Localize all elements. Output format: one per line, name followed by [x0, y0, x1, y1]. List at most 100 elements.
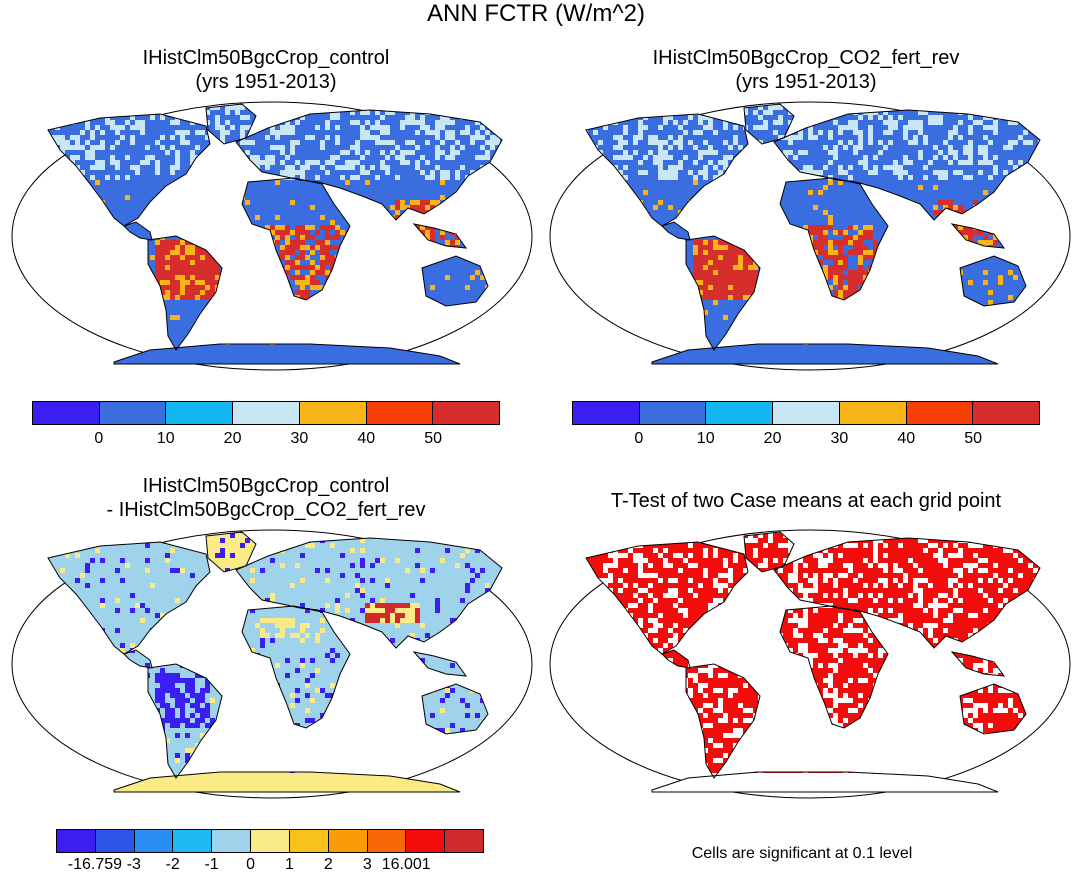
colorbar-diff-tick-label: 1 — [285, 856, 294, 873]
map-diff-land-eurasia — [236, 538, 502, 648]
map-co2-land-australia — [960, 256, 1026, 306]
map-diff-land-greenland — [206, 532, 256, 572]
map-co2-coastline-namerica — [585, 113, 749, 227]
colorbar-control-swatch — [299, 402, 367, 424]
map-diff-coastline-seasia — [412, 651, 468, 677]
colorbar-control-tick-label: 50 — [424, 430, 443, 447]
panel-title-control-line1: IHistClm50BgcCrop_control — [142, 47, 390, 69]
panel-title-diff-line2: - IHistClm50BgcCrop_CO2_fert_rev — [106, 499, 426, 521]
colorbar-co2-swatch — [706, 402, 774, 424]
map-diff-coastline-australia — [421, 683, 489, 735]
colorbar-diff — [56, 829, 484, 853]
colorbar-control-swatch — [166, 402, 234, 424]
map-co2-coastline-africa — [779, 177, 889, 301]
colorbar-diff-tick-label: -2 — [165, 856, 180, 873]
panel-title-diff: IHistClm50BgcCrop_control - IHistClm50Bg… — [36, 474, 496, 522]
map-diff-coastline-samerica — [147, 663, 223, 779]
colorbar-control — [32, 401, 500, 425]
significance-note: Cells are significant at 0.1 level — [691, 845, 913, 862]
panel-title-ttest: T-Test of two Case means at each grid po… — [546, 489, 1066, 513]
panel-title-ttest-line1: T-Test of two Case means at each grid po… — [610, 490, 1002, 512]
map-control-land-camerica — [124, 222, 152, 240]
map-ttest-coastline-eurasia — [773, 537, 1041, 649]
map-co2-land-camerica — [662, 222, 690, 240]
colorbar-co2-tick-label: 50 — [964, 430, 983, 447]
colorbar-co2-swatch — [906, 402, 974, 424]
map-ttest-coastline-africa — [779, 605, 889, 729]
map-diff-coastline-camerica — [123, 649, 153, 669]
colorbar-co2-swatch — [973, 402, 1040, 424]
map-ttest-coastline-antarctica — [651, 771, 999, 793]
panel-title-co2-line2: (yrs 1951-2013) — [735, 71, 877, 93]
colorbar-diff-tick-label: 3 — [362, 856, 372, 873]
map-control-coastline-camerica — [123, 221, 153, 241]
colorbar-co2-tick-label: 20 — [763, 430, 782, 447]
colorbar-co2-tick-label: 30 — [830, 430, 849, 447]
map-control-coastline-samerica — [147, 235, 223, 351]
colorbar-control-swatch — [433, 402, 500, 424]
map-ttest-coastline-camerica — [661, 649, 691, 669]
main-title: ANN FCTR (W/m^2) — [427, 0, 645, 27]
colorbar-diff-tick-label: -1 — [204, 856, 219, 873]
colorbar-diff-swatch — [367, 830, 407, 852]
panel-title-co2: IHistClm50BgcCrop_CO2_fert_rev (yrs 1951… — [576, 46, 1036, 94]
colorbar-co2-swatch — [639, 402, 707, 424]
panel-title-control-line2: (yrs 1951-2013) — [195, 71, 337, 93]
map-diff-land-australia — [422, 684, 488, 734]
colorbar-control-swatch — [99, 402, 167, 424]
colorbar-co2-labels: 0 10 20 30 40 50 — [572, 430, 1040, 450]
colorbar-control-labels: 0 10 20 30 40 50 — [32, 430, 500, 450]
colorbar-diff-tick-label: -3 — [126, 856, 141, 873]
map-ttest-coastline-samerica — [685, 663, 761, 779]
colorbar-diff-swatch — [212, 830, 252, 852]
panel-title-co2-line1: IHistClm50BgcCrop_CO2_fert_rev — [652, 47, 960, 69]
colorbar-control-swatch — [233, 402, 300, 424]
map-control-coastline-africa — [241, 177, 351, 301]
map-ttest — [549, 529, 1071, 799]
map-ttest-coastline-australia — [959, 683, 1027, 735]
map-co2-coastline-camerica — [661, 221, 691, 241]
map-control-land-antarctica — [114, 344, 460, 364]
colorbar-co2-tick-label: 0 — [634, 430, 644, 447]
map-diff-land-seasia — [414, 652, 466, 676]
map-control-land-australia — [422, 256, 488, 306]
colorbar-diff-labels: -16.759 -3 -2 -1 0 1 2 3 16.001 — [56, 856, 484, 876]
colorbar-diff-swatch — [173, 830, 213, 852]
colorbar-control-tick-label: 30 — [290, 430, 309, 447]
colorbar-control-swatch — [33, 402, 100, 424]
colorbar-diff-tick-label: -16.759 — [67, 856, 123, 873]
colorbar-co2 — [572, 401, 1040, 425]
map-co2 — [549, 101, 1071, 371]
map-diff-coastline-antarctica — [113, 771, 461, 793]
colorbar-co2-tick-label: 10 — [696, 430, 715, 447]
map-diff-coastline-namerica — [47, 541, 211, 655]
colorbar-diff-swatch — [445, 830, 483, 852]
colorbar-control-swatch — [366, 402, 434, 424]
map-co2-coastline-seasia — [950, 223, 1006, 249]
colorbar-control-tick-label: 10 — [156, 430, 175, 447]
map-control-coastline-australia — [421, 255, 489, 307]
colorbar-diff-tick-label: 2 — [323, 856, 333, 873]
map-co2-coastline-australia — [959, 255, 1027, 307]
map-control-coastline-namerica — [47, 113, 211, 227]
colorbar-diff-swatch — [95, 830, 135, 852]
map-co2-coastline-antarctica — [651, 343, 999, 365]
map-ttest-coastline-namerica — [585, 541, 749, 655]
colorbar-diff-swatch — [57, 830, 96, 852]
map-control-coastline-seasia — [412, 223, 468, 249]
colorbar-co2-swatch — [839, 402, 907, 424]
map-control-coastline-antarctica — [113, 343, 461, 365]
map-ttest-land-antarctica — [652, 772, 998, 792]
map-ttest-coastline-seasia — [950, 651, 1006, 677]
panel-title-diff-line1: IHistClm50BgcCrop_control — [142, 475, 390, 497]
colorbar-control-tick-label: 20 — [223, 430, 242, 447]
map-diff-coastline-africa — [241, 605, 351, 729]
map-diff — [11, 529, 533, 799]
map-diff-coastline-eurasia — [235, 537, 503, 649]
colorbar-co2-swatch — [573, 402, 640, 424]
colorbar-control-tick-label: 40 — [357, 430, 376, 447]
map-diff-land-antarctica — [114, 772, 460, 792]
colorbar-diff-swatch — [134, 830, 174, 852]
colorbar-diff-swatch — [328, 830, 368, 852]
map-control-coastline-eurasia — [235, 109, 503, 221]
